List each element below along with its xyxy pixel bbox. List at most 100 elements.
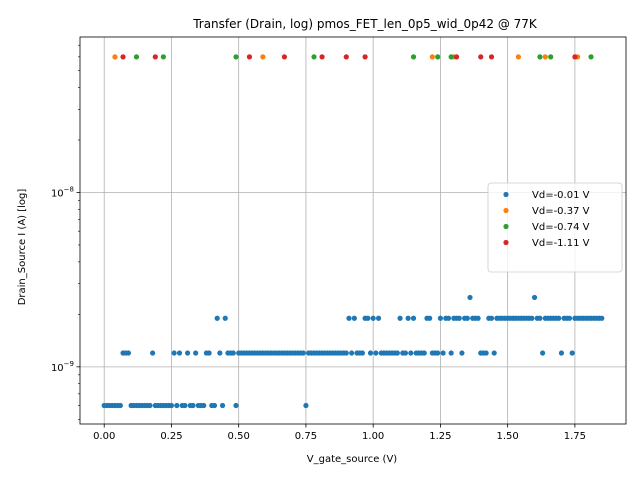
data-point [281,54,288,60]
data-point [429,54,435,60]
data-point [542,54,548,60]
data-point [211,402,218,409]
data-point [370,315,376,321]
data-point [112,54,118,60]
data-point [219,402,226,409]
data-point [125,350,132,356]
data-point [147,402,153,409]
data-point [515,54,522,60]
data-point [176,350,183,356]
data-point [365,315,371,321]
plot-area-frame [79,36,627,425]
data-point [351,315,357,321]
data-point [359,350,366,356]
data-point [456,315,462,321]
data-point [182,402,188,409]
data-point [402,350,409,356]
data-point [233,402,239,409]
data-point [120,54,126,60]
data-point [171,350,177,356]
series-0 [101,294,605,409]
data-point [230,350,236,356]
y-tick-exponent: −9 [64,360,74,368]
data-point [540,350,546,356]
data-point [453,54,460,60]
data-point [408,350,414,356]
data-point [537,54,543,60]
x-tick-label: 0.50 [228,431,250,442]
x-axis: 0.00 0.25 0.50 0.75 1.00 1.25 1.50 1.75 [93,424,586,442]
y-tick-base: 10 [51,189,64,200]
data-point [478,54,484,60]
data-point [184,350,191,356]
data-point [303,402,309,409]
y-tick-base: 10 [51,363,64,374]
data-point [246,54,253,60]
data-point [300,350,306,356]
x-tick-label: 0.25 [160,431,182,442]
data-point [569,350,575,356]
y-tick-exponent: −8 [64,186,74,194]
data-point [491,350,497,356]
data-point [160,54,166,60]
y-tick-label: 10−8 [51,186,74,200]
data-point [529,315,535,321]
legend: Vd=-0.01 V Vd=-0.37 V Vd=-0.74 V Vd=-1.11 V [487,182,623,273]
data-point [410,54,417,60]
data-point [448,350,454,356]
data-point [435,350,441,356]
data-point [459,350,465,356]
x-tick-label: 0.75 [295,431,317,442]
legend-marker [503,239,509,246]
data-point [174,402,180,409]
x-tick-label: 0.00 [93,431,115,442]
data-point [440,350,446,356]
data-point [117,402,123,409]
data-point [405,315,411,321]
data-point [367,350,374,356]
data-point [464,315,470,321]
data-point [319,54,325,60]
data-point [548,54,554,60]
data-point [260,54,266,60]
data-point [311,54,317,60]
x-tick-label: 1.00 [362,431,384,442]
y-axis-label: Drain_Source I (A) [log] [17,189,28,306]
data-point [556,315,562,321]
legend-marker [503,191,509,198]
legend-label: Vd=-0.37 V [532,206,590,217]
data-point [488,315,495,321]
data-point [397,315,403,321]
data-point [599,315,605,321]
data-point [150,350,156,356]
legend-label: Vd=-0.01 V [532,190,590,201]
data-point [214,315,220,321]
data-point [201,402,207,409]
data-point [572,54,578,60]
data-point [362,54,368,60]
data-point [475,315,481,321]
data-point [373,350,379,356]
data-point [531,294,538,301]
legend-label: Vd=-0.74 V [532,222,590,233]
data-point [206,350,212,356]
x-tick-label: 1.75 [564,431,586,442]
data-point [537,315,543,321]
chart-title: Transfer (Drain, log) pmos_FET_len_0p5_w… [192,17,538,31]
data-point [152,54,158,60]
y-tick-label: 10−9 [51,360,74,374]
data-point [421,350,427,356]
data-point [558,350,565,356]
x-tick-label: 1.25 [429,431,451,442]
data-point [448,54,454,60]
data-point [343,54,349,60]
data-point [346,315,352,321]
series-2 [133,54,594,60]
data-point [427,315,433,321]
x-tick-label: 1.50 [497,431,519,442]
data-point [410,315,417,321]
legend-marker [503,223,509,230]
series-3 [120,54,578,60]
data-point [222,315,228,321]
